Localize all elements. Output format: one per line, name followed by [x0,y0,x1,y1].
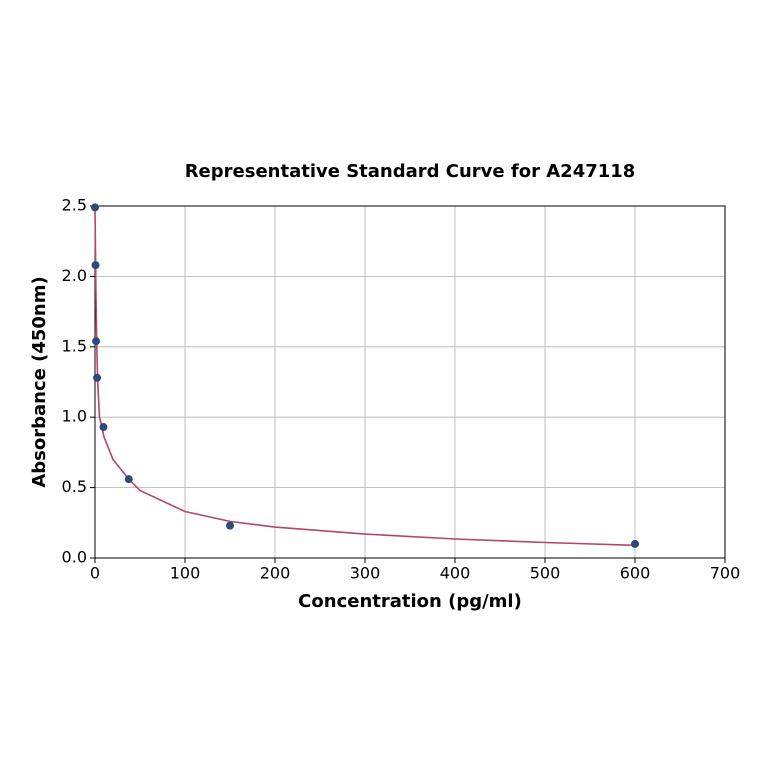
data-point [93,373,102,382]
y-tick-label: 0.0 [62,548,87,567]
x-tick-label: 100 [170,564,201,583]
y-axis-label: Absorbance (450nm) [29,276,50,487]
data-point [124,475,133,484]
y-tick-label: 1.0 [62,407,87,426]
plot-frame [94,205,726,559]
data-point [91,261,100,270]
x-tick-label: 400 [440,564,471,583]
data-point [631,539,639,548]
y-tick-label: 1.5 [62,336,87,355]
chart-title: Representative Standard Curve for A24711… [185,161,636,182]
x-tick-label: 0 [90,564,100,583]
x-tick-label: 500 [530,564,561,583]
data-point [226,521,234,530]
y-tick-label: 2.0 [62,266,87,285]
y-tick-label: 0.5 [62,477,87,496]
x-tick-label: 200 [260,564,291,583]
data-point [91,203,99,212]
x-tick-label: 700 [710,564,741,583]
x-tick-label: 600 [620,564,651,583]
data-point [92,337,101,346]
y-tick-label: 2.5 [62,196,87,215]
data-point [99,423,108,432]
x-tick-label: 300 [350,564,381,583]
x-axis-label: Concentration (pg/ml) [298,591,522,612]
